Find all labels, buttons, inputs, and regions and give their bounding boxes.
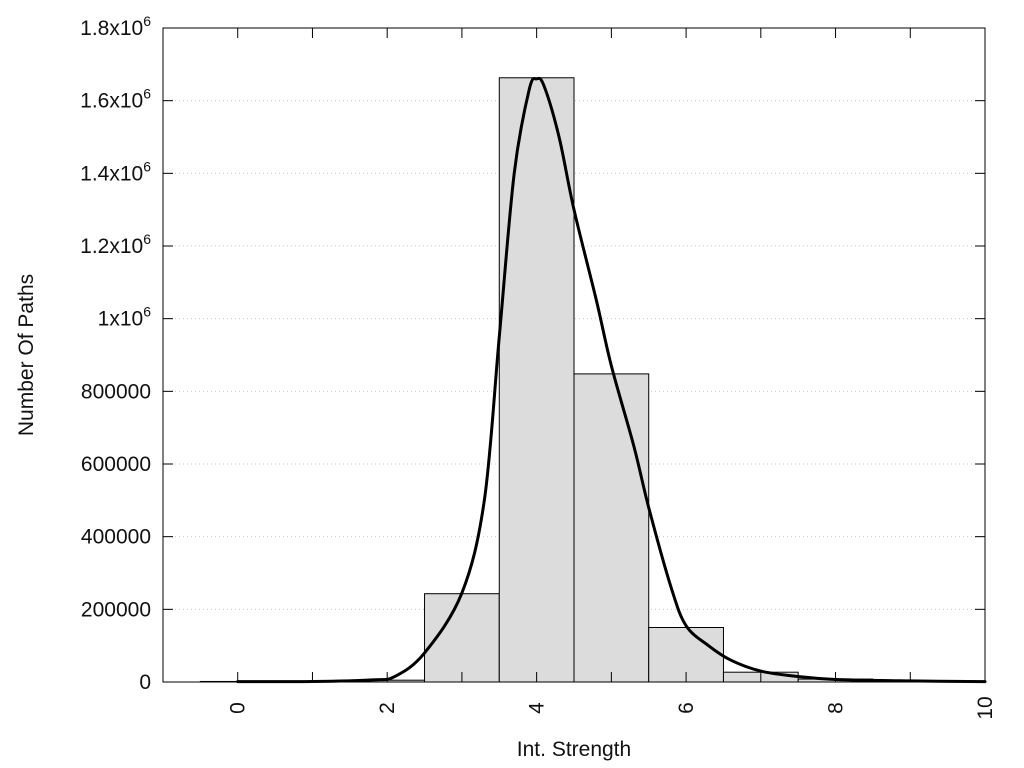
x-tick-label-6: 6 — [675, 702, 698, 714]
y-tick-label-5: 1x106 — [98, 304, 152, 331]
y-tick-label-7: 1.4x106 — [80, 158, 151, 185]
x-tick-label-8: 8 — [825, 702, 848, 714]
plot-frame — [162, 27, 986, 683]
x-axis-label: Int. Strength — [517, 738, 631, 761]
y-tick-label-1: 200000 — [81, 598, 151, 621]
grid-lines — [163, 100, 985, 610]
y-tick-label-0: 0 — [139, 671, 151, 694]
y-tick-label-2: 400000 — [81, 526, 151, 549]
histogram-bars — [199, 77, 949, 683]
y-tick-label-8: 1.6x106 — [80, 86, 151, 113]
y-tick-label-6: 1.2x106 — [80, 231, 151, 258]
y-axis-ticks: 0 200000 400000 600000 800000 1x106 1.2x106 1.4… — [80, 13, 985, 694]
x-axis-ticks: 0 2 4 6 8 10 — [162, 28, 997, 720]
y-tick-label-3: 600000 — [81, 453, 151, 476]
bar-5 — [573, 373, 650, 683]
x-tick-label-2: 2 — [376, 702, 399, 714]
fit-curve-line — [236, 76, 987, 684]
bar-4 — [498, 77, 575, 683]
x-tick-label-10: 10 — [974, 696, 997, 719]
y-axis-label: Number Of Paths — [15, 274, 38, 436]
fit-curve — [236, 76, 987, 684]
y-tick-label-9: 1.8x106 — [80, 13, 151, 40]
x-tick-label-4: 4 — [526, 702, 549, 714]
x-tick-label-0: 0 — [227, 702, 250, 714]
y-tick-label-4: 800000 — [81, 380, 151, 403]
